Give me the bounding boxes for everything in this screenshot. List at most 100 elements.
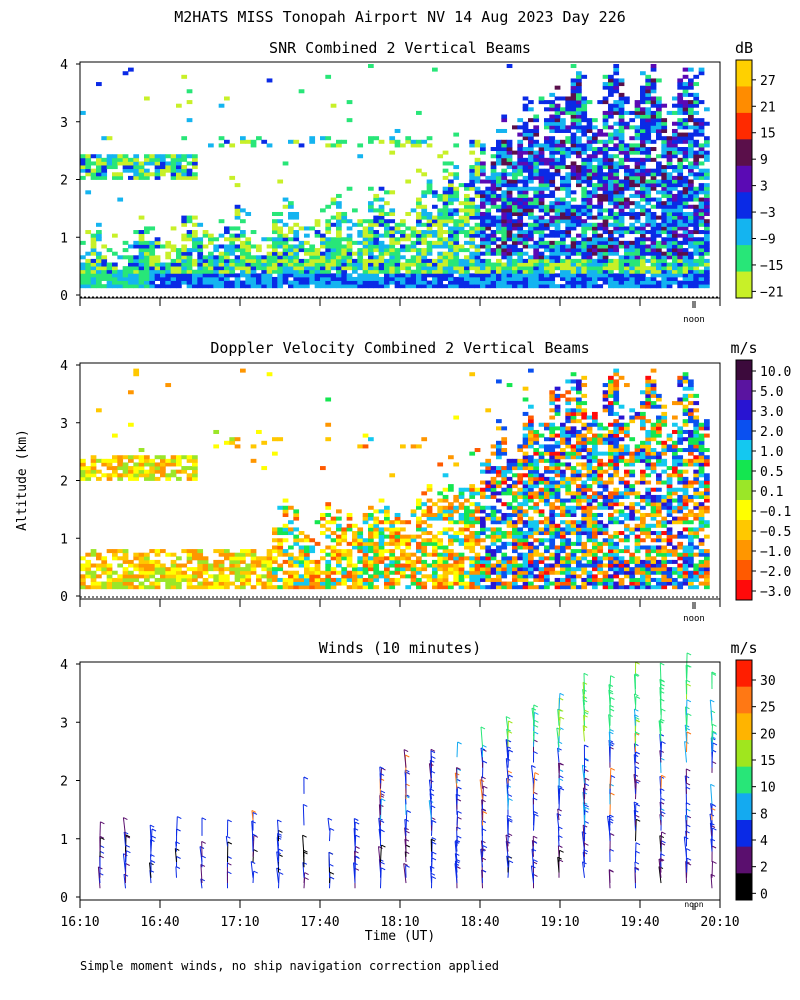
heatmap-cell — [282, 505, 289, 510]
heatmap-cell — [613, 193, 620, 198]
heatmap-cell — [522, 204, 529, 209]
heatmap-cell — [517, 516, 524, 521]
heatmap-cell — [533, 201, 540, 206]
heatmap-cell — [613, 175, 620, 180]
heatmap-cell — [128, 390, 134, 395]
heatmap-cell — [570, 498, 577, 503]
heatmap-cell — [597, 255, 604, 260]
heatmap-cell — [576, 401, 582, 406]
heatmap-cell — [458, 269, 465, 274]
heatmap-cell — [565, 415, 572, 420]
heatmap-cell — [517, 531, 524, 536]
heatmap-cell — [128, 175, 134, 180]
heatmap-cell — [501, 502, 508, 507]
heatmap-cell — [533, 563, 540, 568]
heatmap-cell — [624, 262, 630, 267]
heatmap-cell — [688, 110, 694, 115]
heatmap-cell — [160, 469, 166, 474]
heatmap-cell — [186, 262, 193, 267]
heatmap-cell — [277, 567, 284, 572]
heatmap-cell — [672, 262, 678, 267]
heatmap-cell — [138, 258, 145, 263]
heatmap-cell — [261, 581, 268, 586]
heatmap-cell — [346, 541, 353, 546]
heatmap-cell — [554, 110, 561, 115]
heatmap-cell — [336, 273, 342, 278]
heatmap-cell — [389, 531, 396, 536]
heatmap-cell — [576, 110, 582, 115]
heatmap-cell — [693, 240, 700, 245]
heatmap-cell — [234, 437, 241, 442]
heatmap-cell — [549, 545, 556, 550]
heatmap-cell — [581, 462, 588, 467]
heatmap-cell — [506, 154, 513, 159]
heatmap-cell — [421, 240, 428, 245]
heatmap-cell — [512, 466, 518, 471]
heatmap-cell — [448, 237, 454, 242]
heatmap-cell — [634, 168, 641, 173]
heatmap-cell — [650, 179, 657, 184]
heatmap-cell — [192, 154, 198, 159]
heatmap-cell — [378, 222, 385, 227]
heatmap-cell — [645, 154, 652, 159]
heatmap-cell — [256, 136, 262, 141]
heatmap-cell — [138, 552, 145, 557]
heatmap-cell — [576, 523, 582, 528]
heatmap-cell — [480, 222, 486, 227]
heatmap-cell — [490, 280, 497, 285]
heatmap-cell — [624, 183, 630, 188]
heatmap-cell — [634, 150, 641, 155]
heatmap-cell — [581, 132, 588, 137]
heatmap-cell — [416, 556, 422, 561]
heatmap-cell — [229, 258, 236, 263]
heatmap-cell — [538, 455, 545, 460]
heatmap-cell — [565, 433, 572, 438]
heatmap-cell — [549, 284, 556, 289]
heatmap-cell — [677, 121, 684, 126]
heatmap-cell — [144, 284, 150, 289]
heatmap-cell — [202, 563, 209, 568]
heatmap-cell — [186, 574, 193, 579]
heatmap-cell — [346, 251, 353, 256]
heatmap-cell — [330, 222, 337, 227]
heatmap-cell — [560, 559, 566, 564]
heatmap-cell — [544, 487, 550, 492]
snr-x-ticks — [79, 298, 721, 308]
heatmap-cell — [325, 276, 332, 281]
heatmap-cell — [448, 183, 454, 188]
heatmap-cell — [597, 172, 604, 177]
heatmap-cell — [512, 462, 518, 467]
heatmap-cell — [288, 559, 294, 564]
heatmap-cell — [464, 527, 470, 532]
heatmap-cell — [613, 244, 620, 249]
heatmap-cell — [608, 186, 614, 191]
heatmap-cell — [544, 538, 550, 543]
heatmap-cell — [474, 255, 481, 260]
heatmap-cell — [469, 237, 476, 242]
heatmap-cell — [362, 563, 369, 568]
heatmap-cell — [341, 215, 348, 220]
heatmap-cell — [704, 183, 710, 188]
heatmap-cell — [517, 520, 524, 525]
heatmap-cell — [186, 559, 193, 564]
heatmap-cell — [576, 251, 582, 256]
heatmap-cell — [133, 556, 140, 561]
heatmap-cell — [480, 244, 486, 249]
heatmap-cell — [234, 208, 241, 213]
heatmap-cell — [400, 444, 406, 449]
heatmap-cell — [117, 466, 124, 471]
heatmap-cell — [245, 237, 252, 242]
heatmap-cell — [458, 273, 465, 278]
heatmap-cell — [640, 107, 646, 112]
heatmap-cell — [85, 585, 92, 590]
heatmap-cell — [656, 244, 662, 249]
heatmap-cell — [400, 273, 406, 278]
heatmap-cell — [506, 491, 513, 496]
heatmap-cell — [138, 559, 145, 564]
heatmap-cell — [458, 559, 465, 564]
heatmap-cell — [373, 215, 380, 220]
heatmap-cell — [336, 559, 342, 564]
heatmap-cell — [133, 244, 140, 249]
heatmap-cell — [570, 280, 577, 285]
heatmap-cell — [197, 552, 204, 557]
